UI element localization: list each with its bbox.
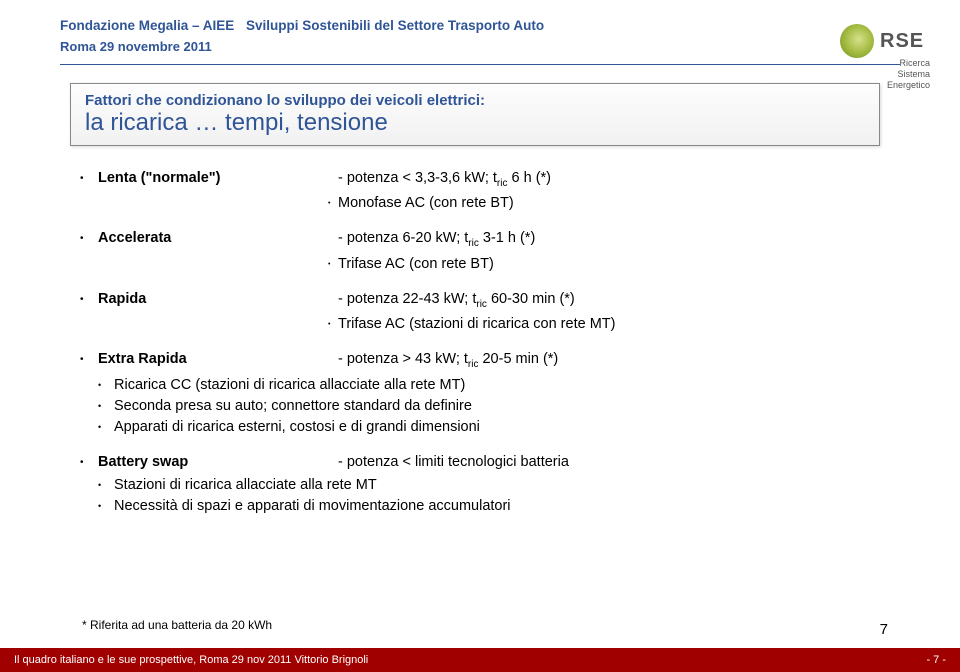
mode-accelerata: Accelerata - potenza 6-20 kW; tric 3-1 h… <box>98 228 890 251</box>
footer-right: - 7 - <box>926 654 946 666</box>
mode-accelerata-sub: Trifase AC (con rete BT) <box>338 254 890 275</box>
mode-rapida-value: - potenza 22-43 kW; tric 60-30 min (*) <box>338 289 575 312</box>
mode-swap-b2: Necessità di spazi e apparati di movimen… <box>114 496 890 517</box>
mode-extra-bullets: Ricarica CC (stazioni di ricarica allacc… <box>114 375 890 438</box>
header-line-1: Fondazione Megalia – AIEE Sviluppi Soste… <box>60 18 900 33</box>
header-dateline: Roma 29 novembre 2011 <box>60 39 900 54</box>
mode-swap: Battery swap - potenza < limiti tecnolog… <box>98 452 890 473</box>
logo-acronym: RSE <box>880 30 924 53</box>
header-rule <box>60 64 900 65</box>
mode-lenta: Lenta ("normale") - potenza < 3,3-3,6 kW… <box>98 168 890 191</box>
footnote: * Riferita ad una batteria da 20 kWh <box>82 618 272 632</box>
mode-accelerata-label: Accelerata <box>98 230 171 246</box>
mode-swap-label: Battery swap <box>98 454 188 470</box>
mode-extra: Extra Rapida - potenza > 43 kW; tric 20-… <box>98 349 890 372</box>
footer-left: Il quadro italiano e le sue prospettive,… <box>14 654 368 666</box>
mode-swap-bullets: Stazioni di ricarica allacciate alla ret… <box>114 475 890 517</box>
logo: RSE Ricerca Sistema Energetico <box>840 24 930 90</box>
logo-sub3: Energetico <box>887 80 930 90</box>
header-title: Sviluppi Sostenibili del Settore Traspor… <box>246 18 544 33</box>
logo-leaf-icon <box>840 24 874 58</box>
mode-swap-value: - potenza < limiti tecnologici batteria <box>338 452 569 473</box>
title-box: Fattori che condizionano lo sviluppo dei… <box>70 83 880 146</box>
mode-accelerata-value: - potenza 6-20 kW; tric 3-1 h (*) <box>338 228 535 251</box>
footer-bar: Il quadro italiano e le sue prospettive,… <box>0 648 960 672</box>
content-area: Lenta ("normale") - potenza < 3,3-3,6 kW… <box>98 168 890 517</box>
logo-sub2: Sistema <box>897 69 930 79</box>
mode-extra-b3: Apparati di ricarica esterni, costosi e … <box>114 417 890 438</box>
mode-rapida-label: Rapida <box>98 291 146 307</box>
page-number: 7 <box>880 621 888 638</box>
mode-extra-b2: Seconda presa su auto; connettore standa… <box>114 396 890 417</box>
mode-lenta-label: Lenta ("normale") <box>98 170 221 186</box>
mode-lenta-sub: Monofase AC (con rete BT) <box>338 193 890 214</box>
title-line-2: la ricarica … tempi, tensione <box>85 109 865 137</box>
mode-extra-label: Extra Rapida <box>98 351 187 367</box>
mode-lenta-value: - potenza < 3,3-3,6 kW; tric 6 h (*) <box>338 168 551 191</box>
title-line-1: Fattori che condizionano lo sviluppo dei… <box>85 92 865 109</box>
mode-extra-value: - potenza > 43 kW; tric 20-5 min (*) <box>338 349 558 372</box>
mode-rapida-sub: Trifase AC (stazioni di ricarica con ret… <box>338 314 890 335</box>
mode-swap-b1: Stazioni di ricarica allacciate alla ret… <box>114 475 890 496</box>
mode-extra-b1: Ricarica CC (stazioni di ricarica allacc… <box>114 375 890 396</box>
logo-sub1: Ricerca <box>899 58 930 68</box>
mode-rapida: Rapida - potenza 22-43 kW; tric 60-30 mi… <box>98 289 890 312</box>
header-org: Fondazione Megalia – AIEE <box>60 18 234 33</box>
slide-header: Fondazione Megalia – AIEE Sviluppi Soste… <box>0 0 960 58</box>
